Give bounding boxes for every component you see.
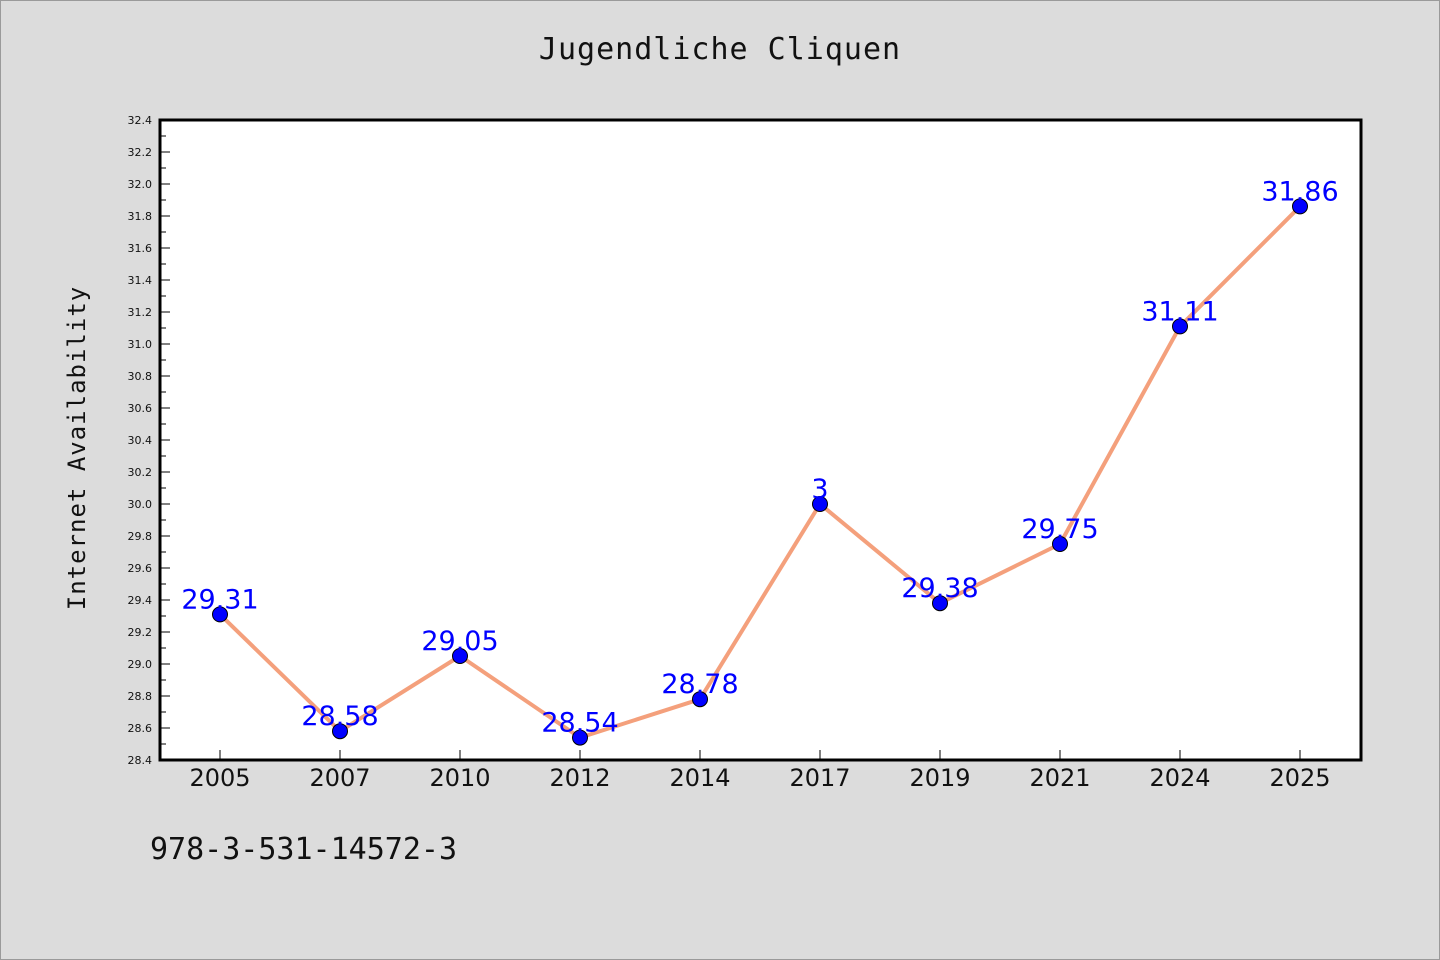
x-tick-label: 2017 — [789, 764, 850, 792]
y-tick-label: 31.6 — [128, 242, 153, 255]
data-point — [572, 729, 588, 746]
data-label: 31.11 — [1141, 296, 1218, 327]
data-label: 28.54 — [541, 708, 618, 739]
y-axis-label: Internet Availability — [63, 286, 91, 610]
x-tick-label: 2010 — [429, 764, 490, 792]
y-tick-label: 32.4 — [128, 114, 153, 127]
data-point — [812, 496, 828, 512]
y-tick-label: 29.4 — [128, 594, 153, 607]
y-tick-label: 29.8 — [128, 530, 153, 543]
data-label: 3 — [811, 474, 828, 505]
data-point — [692, 691, 708, 708]
y-tick-label: 28.4 — [128, 754, 153, 767]
x-tick-label: 2024 — [1149, 764, 1210, 792]
y-tick-label: 28.8 — [128, 690, 153, 703]
y-tick-label: 30.4 — [128, 434, 153, 447]
x-tick-label: 2007 — [309, 764, 370, 792]
x-tick-label: 2005 — [189, 764, 250, 792]
chart-title: Jugendliche Cliquen — [538, 32, 902, 67]
y-tick-label: 31.2 — [128, 306, 153, 319]
data-point — [452, 648, 468, 664]
y-tick-label: 32.0 — [128, 178, 153, 191]
y-tick-label: 31.0 — [128, 338, 153, 351]
markers-group — [212, 198, 1308, 746]
data-point — [212, 606, 228, 623]
y-tick-label: 30.0 — [128, 498, 153, 511]
x-tick-label: 2012 — [549, 764, 610, 792]
y-tick-label: 30.6 — [128, 402, 153, 415]
data-label: 29.05 — [421, 626, 498, 657]
data-label: 29.31 — [181, 584, 258, 615]
y-tick-label: 28.6 — [128, 722, 153, 735]
data-point — [332, 723, 348, 740]
x-tick-label: 2019 — [909, 764, 970, 792]
y-tick-label: 31.8 — [128, 210, 153, 223]
y-tick-label: 31.4 — [128, 274, 153, 287]
y-tick-label: 29.2 — [128, 626, 153, 639]
data-label: 29.38 — [901, 573, 978, 604]
series-group — [218, 204, 1302, 740]
x-axis: 2005 2007 2010 2012 2014 2017 2019 2021 2024 2025 — [189, 750, 1331, 792]
y-tick-label: 29.6 — [128, 562, 153, 575]
data-label: 28.58 — [301, 701, 378, 732]
series-line — [218, 204, 1302, 740]
y-tick-label: 30.8 — [128, 370, 153, 383]
data-label: 28.78 — [661, 669, 738, 700]
plot-area — [158, 118, 1363, 762]
footer-identifier: 978-3-531-14572-3 — [150, 832, 458, 867]
x-tick-label: 2021 — [1029, 764, 1090, 792]
data-point — [1292, 198, 1308, 215]
data-point — [932, 595, 948, 612]
y-axis: 28.4 28.6 28.8 29.0 29.2 29.4 29.6 29.8 30.0 30.2… — [128, 114, 170, 767]
data-point — [1172, 318, 1188, 335]
data-point — [1052, 536, 1068, 552]
data-label: 31.86 — [1261, 176, 1338, 207]
y-tick-label: 32.2 — [128, 146, 153, 159]
y-tick-label: 29.0 — [128, 658, 153, 671]
y-tick-label: 30.2 — [128, 466, 153, 479]
x-tick-label: 2014 — [669, 764, 730, 792]
x-tick-label: 2025 — [1269, 764, 1330, 792]
data-labels-group: 29.31 28.58 29.05 28.54 28.78 3 29.38 29.75 31.1… — [181, 176, 1338, 738]
data-label: 29.75 — [1021, 514, 1098, 545]
